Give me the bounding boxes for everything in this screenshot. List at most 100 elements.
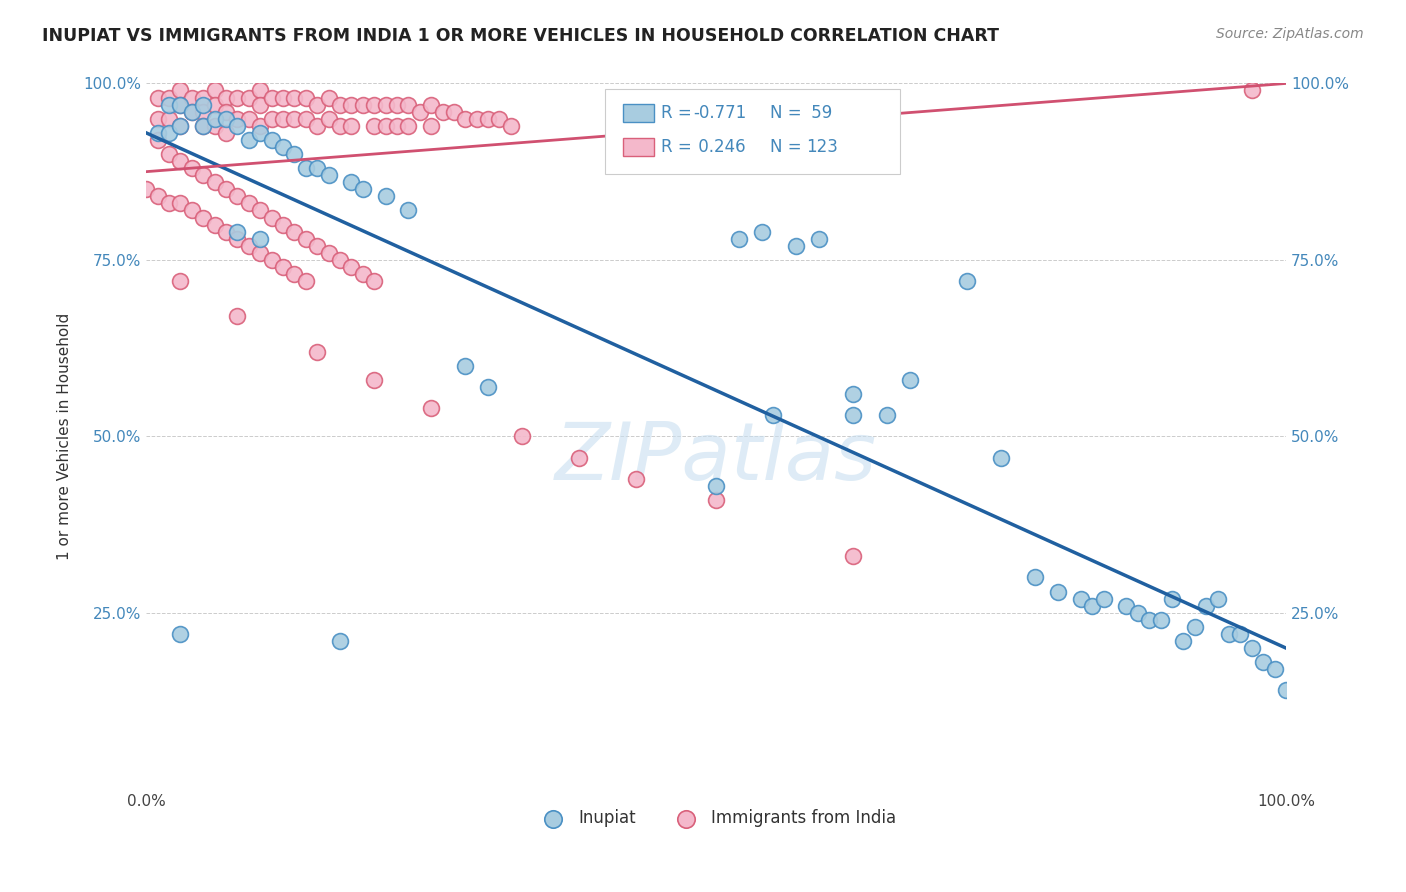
Point: [1195, 599, 1218, 613]
Point: [283, 90, 305, 104]
Point: [1184, 620, 1206, 634]
Point: [307, 161, 329, 175]
Text: 0.246: 0.246: [693, 138, 745, 156]
Point: [1240, 83, 1263, 97]
Point: [807, 232, 830, 246]
Point: [340, 97, 363, 112]
Point: [249, 83, 271, 97]
Point: [307, 344, 329, 359]
Text: 123: 123: [806, 138, 838, 156]
Point: [1081, 599, 1104, 613]
Point: [169, 627, 191, 641]
Point: [307, 119, 329, 133]
Point: [238, 196, 260, 211]
Point: [260, 252, 283, 267]
Point: [477, 112, 499, 126]
Point: [363, 274, 385, 288]
Point: [329, 634, 352, 648]
Point: [307, 97, 329, 112]
Point: [1115, 599, 1137, 613]
Point: [180, 104, 202, 119]
Point: [271, 218, 294, 232]
Point: [283, 225, 305, 239]
Point: [762, 408, 785, 422]
Point: [352, 267, 374, 281]
Point: [271, 140, 294, 154]
Point: [294, 90, 316, 104]
Point: [385, 97, 408, 112]
Text: ZIPatlas: ZIPatlas: [555, 418, 877, 497]
Point: [363, 97, 385, 112]
Point: [249, 245, 271, 260]
Point: [238, 239, 260, 253]
Point: [180, 90, 202, 104]
Point: [396, 203, 419, 218]
Point: [157, 97, 180, 112]
Point: [215, 126, 238, 140]
Point: [1229, 627, 1251, 641]
Point: [409, 104, 432, 119]
Point: [1275, 683, 1298, 698]
Point: [1173, 634, 1195, 648]
Point: [318, 245, 340, 260]
Point: [249, 119, 271, 133]
Point: [432, 104, 454, 119]
Point: [340, 260, 363, 274]
Point: [238, 90, 260, 104]
Point: [204, 83, 226, 97]
Text: Source: ZipAtlas.com: Source: ZipAtlas.com: [1216, 27, 1364, 41]
Point: [180, 203, 202, 218]
Point: [204, 97, 226, 112]
Point: [271, 90, 294, 104]
Point: [1161, 591, 1184, 606]
Point: [146, 133, 169, 147]
Point: [215, 90, 238, 104]
Point: [226, 225, 249, 239]
Point: [191, 168, 214, 182]
Point: [157, 196, 180, 211]
Point: [876, 408, 898, 422]
Point: [249, 203, 271, 218]
Point: [294, 161, 316, 175]
Text: N =: N =: [770, 104, 807, 122]
Text: -0.771: -0.771: [693, 104, 747, 122]
Point: [1046, 584, 1069, 599]
Point: [329, 252, 352, 267]
Point: [191, 104, 214, 119]
Point: [226, 119, 249, 133]
Point: [260, 90, 283, 104]
Point: [990, 450, 1012, 465]
Point: [510, 429, 533, 443]
Point: [842, 549, 865, 564]
Point: [135, 182, 157, 196]
Point: [1218, 627, 1240, 641]
Point: [1024, 570, 1046, 584]
Point: [191, 211, 214, 225]
Point: [294, 274, 316, 288]
Point: [283, 267, 305, 281]
Text: 59: 59: [806, 104, 832, 122]
Point: [420, 401, 443, 416]
Point: [169, 154, 191, 169]
Point: [727, 232, 749, 246]
Point: [226, 232, 249, 246]
Point: [146, 189, 169, 203]
Point: [363, 119, 385, 133]
Point: [169, 274, 191, 288]
Point: [420, 119, 443, 133]
Point: [488, 112, 510, 126]
Point: [1240, 641, 1263, 656]
Point: [898, 373, 921, 387]
Point: [283, 112, 305, 126]
Point: [396, 119, 419, 133]
Point: [329, 119, 352, 133]
Text: INUPIAT VS IMMIGRANTS FROM INDIA 1 OR MORE VEHICLES IN HOUSEHOLD CORRELATION CHA: INUPIAT VS IMMIGRANTS FROM INDIA 1 OR MO…: [42, 27, 1000, 45]
Point: [226, 112, 249, 126]
Point: [169, 119, 191, 133]
Point: [215, 225, 238, 239]
Point: [191, 90, 214, 104]
Point: [271, 112, 294, 126]
Point: [956, 274, 979, 288]
Point: [204, 112, 226, 126]
Point: [146, 90, 169, 104]
